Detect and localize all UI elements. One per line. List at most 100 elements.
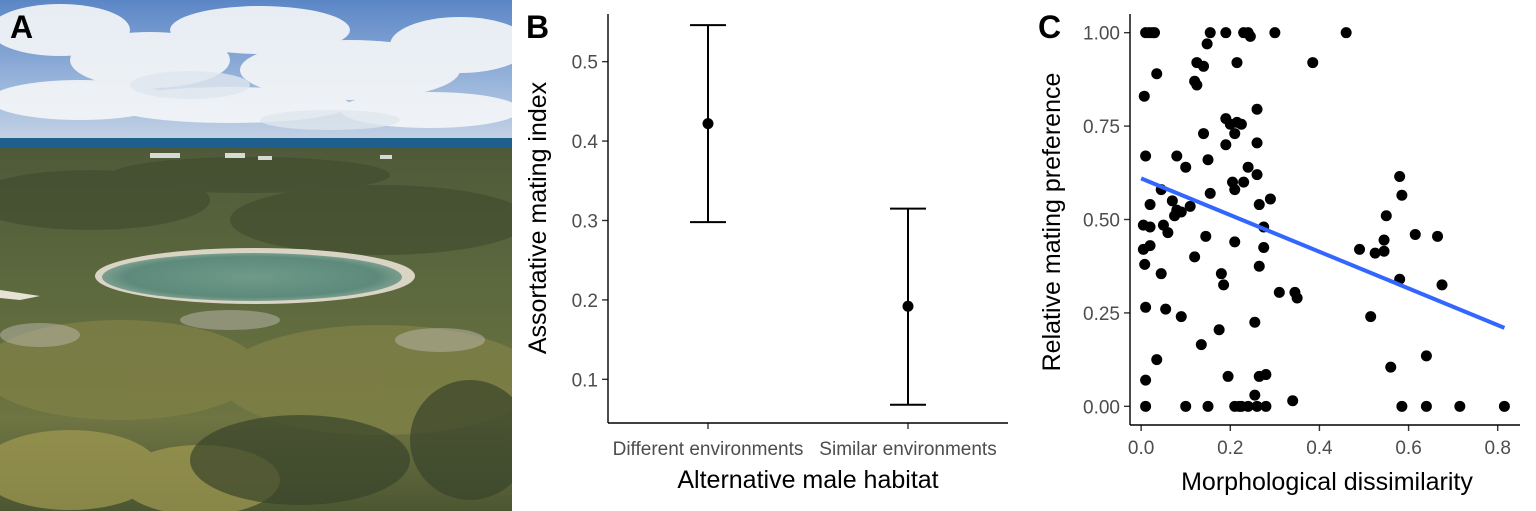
- c-x-tick-label: 0.2: [1217, 438, 1243, 459]
- c-scatter-point: [1139, 258, 1151, 270]
- c-trend-line: [1140, 176, 1506, 330]
- c-scatter-point: [1498, 400, 1510, 412]
- c-scatter-point: [1195, 339, 1207, 351]
- c-scatter-point: [1251, 169, 1263, 181]
- c-scatter-point: [1273, 286, 1285, 298]
- assortative-mating-chart: B 0.1 0.2 0.3 0.4 0.5 Different environments…: [524, 9, 1008, 494]
- c-scatter-point: [1251, 103, 1263, 115]
- c-scatter-point: [1184, 200, 1196, 212]
- c-scatter-point: [1220, 27, 1232, 39]
- c-scatter-point: [1385, 361, 1397, 373]
- c-scatter-point: [1369, 247, 1381, 259]
- c-x-tick-label: 0.8: [1485, 438, 1511, 459]
- c-scatter-point: [1140, 301, 1152, 313]
- c-scatter-point: [1354, 243, 1366, 255]
- c-scatter-point: [1242, 161, 1254, 173]
- c-scatter-point: [1151, 68, 1163, 80]
- c-scatter-point: [1260, 369, 1272, 381]
- c-scatter-point: [1380, 210, 1392, 222]
- c-scatter-point: [1258, 242, 1270, 254]
- c-scatter-point: [1251, 400, 1263, 412]
- c-scatter-point: [1249, 316, 1261, 328]
- b-errorbar: [890, 207, 926, 406]
- c-scatter-point: [1213, 324, 1225, 336]
- c-scatter-point: [1242, 27, 1254, 39]
- c-scatter-point: [1138, 90, 1150, 102]
- c-scatter-point: [1180, 161, 1192, 173]
- c-scatter-point: [1260, 400, 1272, 412]
- b-y-tick-label: 0.4: [572, 132, 599, 153]
- c-scatter-point: [1378, 234, 1390, 246]
- c-scatter-point: [1220, 139, 1232, 151]
- c-scatter-point: [1229, 236, 1241, 248]
- c-y-tick-label: 0.25: [1083, 304, 1120, 325]
- c-y-tick-label: 0.75: [1083, 117, 1120, 138]
- c-scatter-point: [1249, 389, 1261, 401]
- c-scatter-point: [1191, 79, 1203, 91]
- c-scatter-point: [1137, 243, 1149, 255]
- c-x-tick-label: 0.6: [1395, 438, 1421, 459]
- c-scatter-point: [1269, 27, 1281, 39]
- c-scatter-point: [1189, 251, 1201, 263]
- c-scatter-point: [1155, 268, 1167, 280]
- c-scatter-point: [1420, 350, 1432, 362]
- b-mean-point: [702, 118, 714, 130]
- mating-preference-scatter: 0.00 0.25 0.50 0.75 1.00 0.0 0.2 0.4 0.6 0.8 Mor…: [1038, 9, 1520, 496]
- b-y-tick-label: 0.5: [572, 53, 598, 74]
- c-scatter-point: [1204, 187, 1216, 199]
- c-x-tick-label: 0.4: [1306, 438, 1333, 459]
- c-scatter-point: [1224, 118, 1236, 130]
- c-scatter-point: [1162, 227, 1174, 239]
- b-y-tick-label: 0.1: [572, 370, 598, 391]
- c-scatter-point: [1253, 260, 1265, 272]
- c-scatter-point: [1242, 400, 1254, 412]
- b-y-axis-title: Assortative mating index: [524, 81, 552, 354]
- c-scatter-point: [1149, 27, 1161, 39]
- c-scatter-point: [1251, 137, 1263, 149]
- c-scatter-point: [1396, 189, 1408, 201]
- c-scatter-point: [1204, 27, 1216, 39]
- b-y-tick-label: 0.2: [572, 291, 598, 312]
- c-scatter-point: [1238, 176, 1250, 188]
- c-scatter-point: [1253, 199, 1265, 211]
- b-errorbar: [690, 24, 726, 224]
- c-scatter-point: [1432, 230, 1444, 242]
- c-scatter-point: [1200, 230, 1212, 242]
- c-scatter-point: [1140, 374, 1152, 386]
- c-scatter-point: [1140, 150, 1152, 162]
- c-scatter-point: [1202, 154, 1214, 166]
- c-scatter-point: [1140, 400, 1152, 412]
- landscape-photo: A: [0, 0, 512, 511]
- c-scatter-point: [1394, 171, 1406, 183]
- c-scatter-point: [1144, 199, 1156, 211]
- c-scatter-point: [1231, 57, 1243, 69]
- c-scatter-point: [1396, 400, 1408, 412]
- c-y-tick-label: 0.50: [1083, 211, 1120, 232]
- c-scatter-point: [1229, 128, 1241, 140]
- c-scatter-point: [1166, 195, 1178, 207]
- c-scatter-point: [1171, 150, 1183, 162]
- c-scatter-point: [1160, 303, 1172, 315]
- c-scatter-point: [1175, 311, 1187, 323]
- c-scatter-point: [1229, 184, 1241, 196]
- c-scatter-point: [1151, 354, 1163, 366]
- c-x-axis-title: Morphological dissimilarity: [1181, 468, 1473, 496]
- c-scatter-point: [1169, 210, 1181, 222]
- c-scatter-point: [1420, 400, 1432, 412]
- c-scatter-point: [1198, 128, 1210, 140]
- c-scatter-point: [1235, 118, 1247, 130]
- c-scatter-point: [1307, 57, 1319, 69]
- c-scatter-point: [1144, 221, 1156, 233]
- c-scatter-point: [1291, 292, 1303, 304]
- c-scatter-point: [1201, 38, 1213, 50]
- c-y-tick-label: 1.00: [1083, 24, 1120, 45]
- panel-b-letter: B: [526, 9, 549, 45]
- c-scatter-point: [1222, 370, 1234, 382]
- c-y-tick-label: 0.00: [1083, 397, 1120, 418]
- c-scatter-point: [1409, 228, 1421, 240]
- panel-a-letter: A: [10, 9, 33, 45]
- b-mean-point: [902, 300, 914, 312]
- c-scatter-point: [1180, 400, 1192, 412]
- panel-c-letter: C: [1038, 9, 1061, 45]
- c-scatter-point: [1202, 400, 1214, 412]
